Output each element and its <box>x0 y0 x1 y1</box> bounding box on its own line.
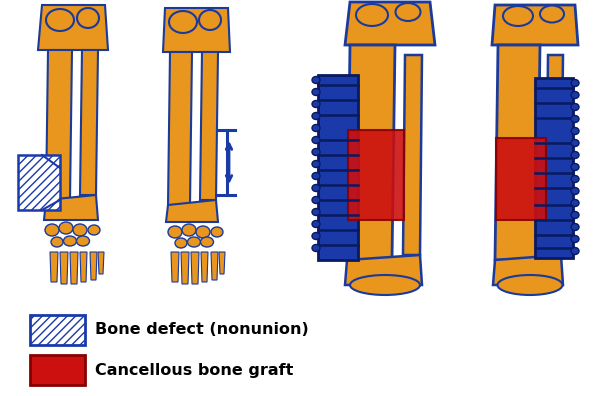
Polygon shape <box>171 252 179 282</box>
Ellipse shape <box>312 160 320 168</box>
Text: Cancellous bone graft: Cancellous bone graft <box>95 362 293 377</box>
Polygon shape <box>200 52 218 200</box>
Ellipse shape <box>571 128 579 135</box>
Ellipse shape <box>571 200 579 206</box>
Ellipse shape <box>312 209 320 215</box>
Ellipse shape <box>395 3 421 21</box>
Ellipse shape <box>64 236 77 246</box>
Ellipse shape <box>571 152 579 158</box>
Ellipse shape <box>211 227 223 237</box>
Ellipse shape <box>312 88 320 95</box>
Ellipse shape <box>571 175 579 183</box>
Ellipse shape <box>571 248 579 255</box>
Ellipse shape <box>571 139 579 147</box>
Polygon shape <box>492 5 578 45</box>
Ellipse shape <box>182 224 196 236</box>
Ellipse shape <box>312 173 320 179</box>
Polygon shape <box>211 252 218 280</box>
Bar <box>496 138 546 220</box>
Polygon shape <box>90 252 97 280</box>
Polygon shape <box>168 52 192 205</box>
Bar <box>535 78 573 258</box>
Ellipse shape <box>59 222 73 234</box>
Polygon shape <box>403 55 422 255</box>
Polygon shape <box>345 255 422 285</box>
Ellipse shape <box>77 8 99 28</box>
Polygon shape <box>50 252 58 282</box>
Polygon shape <box>80 252 87 282</box>
Ellipse shape <box>312 137 320 143</box>
Polygon shape <box>219 252 225 274</box>
Polygon shape <box>98 252 104 274</box>
Ellipse shape <box>196 226 210 238</box>
Ellipse shape <box>497 275 563 295</box>
Ellipse shape <box>45 224 59 236</box>
Ellipse shape <box>169 11 197 33</box>
Polygon shape <box>60 252 68 284</box>
Polygon shape <box>201 252 208 282</box>
Ellipse shape <box>312 124 320 131</box>
Ellipse shape <box>312 112 320 120</box>
Ellipse shape <box>312 244 320 251</box>
Ellipse shape <box>356 4 388 26</box>
Ellipse shape <box>187 237 200 247</box>
Ellipse shape <box>200 237 214 247</box>
Ellipse shape <box>312 148 320 156</box>
Ellipse shape <box>571 91 579 99</box>
Polygon shape <box>347 45 395 260</box>
Ellipse shape <box>350 275 420 295</box>
Ellipse shape <box>312 101 320 107</box>
Polygon shape <box>38 5 108 50</box>
Bar <box>318 75 358 260</box>
Polygon shape <box>495 45 540 260</box>
Ellipse shape <box>571 116 579 122</box>
Ellipse shape <box>571 236 579 242</box>
Ellipse shape <box>51 237 63 247</box>
Ellipse shape <box>168 226 182 238</box>
Ellipse shape <box>312 76 320 84</box>
Ellipse shape <box>503 6 533 26</box>
Bar <box>30 315 85 345</box>
Polygon shape <box>70 252 78 284</box>
Ellipse shape <box>88 225 100 235</box>
Bar <box>18 155 60 210</box>
Polygon shape <box>493 255 563 285</box>
Ellipse shape <box>199 10 221 30</box>
Polygon shape <box>345 2 435 45</box>
Ellipse shape <box>571 80 579 86</box>
Ellipse shape <box>312 185 320 192</box>
Ellipse shape <box>571 187 579 194</box>
Ellipse shape <box>175 238 187 248</box>
Bar <box>30 355 85 385</box>
Polygon shape <box>546 55 563 255</box>
Text: Bone defect (nonunion): Bone defect (nonunion) <box>95 322 309 337</box>
Ellipse shape <box>571 223 579 230</box>
Bar <box>348 130 404 220</box>
Ellipse shape <box>312 221 320 227</box>
Ellipse shape <box>312 232 320 240</box>
Polygon shape <box>44 195 98 220</box>
Ellipse shape <box>312 196 320 204</box>
Ellipse shape <box>571 164 579 171</box>
Ellipse shape <box>73 224 87 236</box>
Ellipse shape <box>46 9 74 31</box>
Polygon shape <box>163 8 230 52</box>
Polygon shape <box>191 252 199 284</box>
Ellipse shape <box>540 6 564 23</box>
Ellipse shape <box>77 236 89 246</box>
Ellipse shape <box>571 211 579 219</box>
Ellipse shape <box>571 103 579 110</box>
Polygon shape <box>46 50 72 200</box>
Polygon shape <box>166 200 218 222</box>
Polygon shape <box>80 50 98 195</box>
Polygon shape <box>181 252 189 284</box>
